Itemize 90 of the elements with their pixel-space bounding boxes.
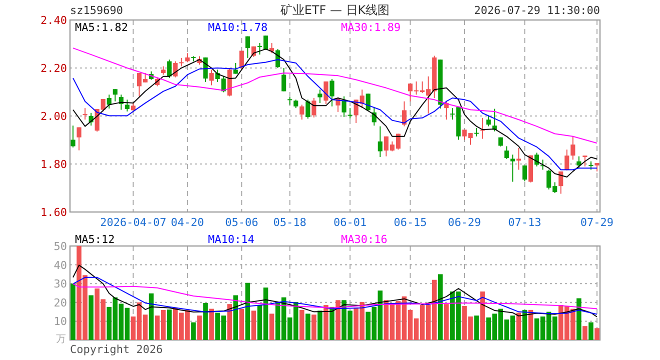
text: MA5:1.82 xyxy=(75,21,128,34)
candlestick xyxy=(570,136,576,160)
x-tick-label: 06-15 xyxy=(394,216,427,229)
bar xyxy=(70,284,76,340)
x-tick-label: 06-29 xyxy=(448,216,482,229)
y-tick-label: 40 xyxy=(54,258,67,272)
candlestick xyxy=(191,56,196,62)
y-axis-title: 万 xyxy=(56,334,66,345)
candlestick xyxy=(348,108,352,120)
candlestick xyxy=(378,126,382,158)
candlestick xyxy=(504,146,509,160)
chart-title: 矿业ETF — 日K线图 xyxy=(279,3,390,17)
candlestick xyxy=(402,100,407,127)
candlestick xyxy=(185,52,190,63)
bar xyxy=(197,316,202,340)
bar xyxy=(582,326,588,340)
bar xyxy=(474,316,479,340)
series-label: MA5:12 xyxy=(75,233,115,246)
text: MA30:16 xyxy=(341,233,388,246)
bar xyxy=(306,314,310,340)
bar xyxy=(336,300,340,340)
bar xyxy=(227,304,232,340)
candlestick xyxy=(582,155,588,167)
candlestick xyxy=(300,104,304,120)
candlestick xyxy=(306,99,310,120)
bar xyxy=(594,328,600,340)
candlestick xyxy=(245,36,250,58)
text: MA10:1.78 xyxy=(208,21,268,34)
candlestick xyxy=(318,89,322,104)
candlestick xyxy=(282,68,286,92)
y-tick-label: 20 xyxy=(54,296,67,310)
bar xyxy=(209,308,214,340)
candlestick xyxy=(564,149,570,171)
bar xyxy=(251,310,256,340)
x-tick-label: 04-20 xyxy=(170,216,204,229)
bar xyxy=(576,298,582,340)
text: MA10:14 xyxy=(208,233,255,246)
bar xyxy=(438,274,443,340)
y-tick-label: 50 xyxy=(54,240,67,253)
candlestick xyxy=(510,154,515,182)
text: Copyright 2026 xyxy=(70,343,163,356)
bar xyxy=(516,312,522,340)
x-tick-label: 05-06 xyxy=(225,216,258,229)
candlestick xyxy=(112,88,118,102)
text: MA30:1.89 xyxy=(341,21,401,34)
y-tick-label: 10 xyxy=(54,315,67,328)
candlestick xyxy=(82,108,88,120)
bar xyxy=(233,295,238,340)
candlestick xyxy=(522,164,528,182)
candlestick xyxy=(312,98,316,118)
bar xyxy=(318,310,322,340)
x-tick-label: 06-01 xyxy=(333,216,367,229)
x-tick-label: 07-29 xyxy=(580,216,614,229)
x-tick-label: 05-18 xyxy=(273,216,306,229)
bar xyxy=(269,314,274,340)
bar xyxy=(444,304,449,340)
candlestick xyxy=(209,69,214,86)
bar xyxy=(88,295,94,340)
y-tick-label: 30 xyxy=(54,278,67,291)
bar xyxy=(324,305,328,340)
candlestick xyxy=(106,94,112,110)
bar xyxy=(239,308,244,340)
y-tick-label: 2.00 xyxy=(40,110,67,123)
bar xyxy=(312,314,316,340)
bar xyxy=(166,310,172,340)
candlestick xyxy=(167,59,172,79)
y-tick-label: 2.40 xyxy=(40,14,67,27)
candlestick xyxy=(366,93,370,111)
y-tick-label: 2.20 xyxy=(40,62,67,75)
candlestick xyxy=(76,126,82,151)
candlestick xyxy=(70,125,76,148)
bar xyxy=(203,302,208,340)
bar xyxy=(299,310,304,340)
bar xyxy=(480,291,485,340)
candlestick xyxy=(124,99,130,112)
y-tick-label: 1.60 xyxy=(40,206,67,219)
candlestick xyxy=(233,62,238,74)
bar xyxy=(330,306,334,340)
candlestick xyxy=(342,96,346,118)
x-tick-label: 07-13 xyxy=(508,216,542,229)
y-tick-label: 1.80 xyxy=(40,158,67,171)
chart-subtitle: sz159690 xyxy=(70,4,123,17)
candlestick xyxy=(239,50,244,70)
candlestick xyxy=(330,78,334,107)
bar xyxy=(191,322,196,340)
x-tick-label: 2026-04-07 xyxy=(100,216,166,229)
candlestick xyxy=(516,147,521,170)
candlestick xyxy=(486,114,491,127)
bar xyxy=(588,322,594,340)
text: 2026-07-29 11:30:00 xyxy=(474,4,600,17)
